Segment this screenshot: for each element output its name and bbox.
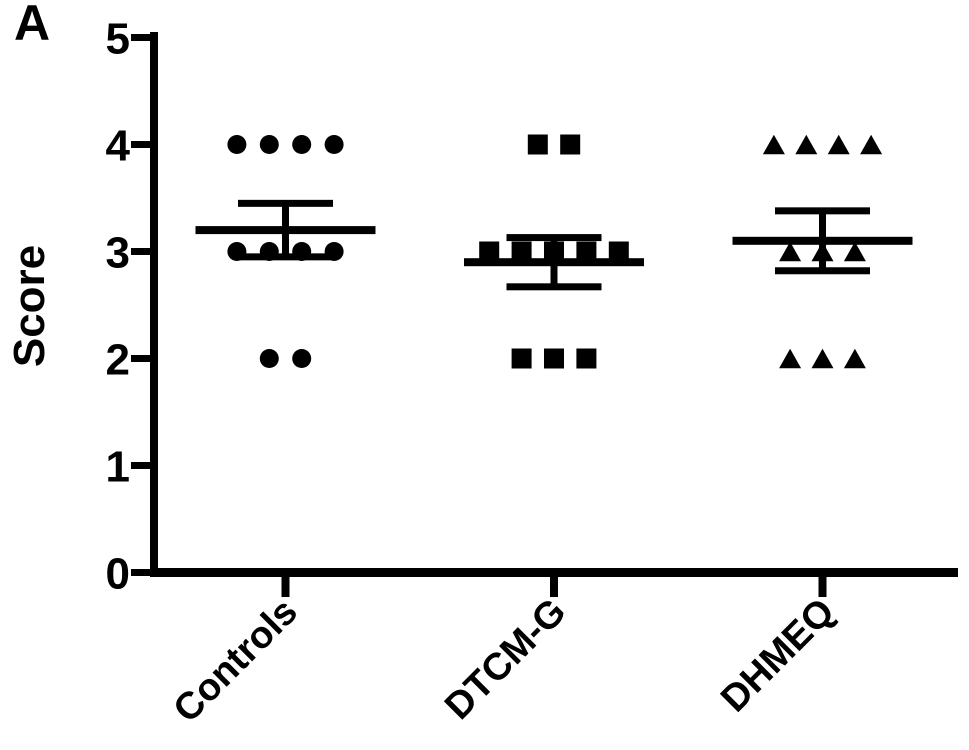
- y-tick: [131, 34, 150, 41]
- x-tick: [281, 577, 290, 597]
- y-tick-label: 1: [106, 443, 130, 492]
- x-axis-label-dhmeq: DHMEQ: [713, 591, 843, 721]
- mean-line: [195, 226, 376, 235]
- y-tick-label: 4: [106, 122, 131, 171]
- y-tick: [131, 569, 150, 576]
- y-axis-title: Score: [5, 244, 54, 368]
- data-point-triangle: [827, 134, 850, 155]
- data-point-triangle: [843, 241, 866, 262]
- error-bar-lower-cap: [238, 253, 333, 261]
- data-point-circle: [324, 135, 344, 154]
- data-point-circle: [259, 135, 279, 154]
- data-point-triangle: [779, 348, 802, 369]
- x-axis-label-controls: Controls: [166, 591, 306, 731]
- data-point-square: [608, 241, 629, 262]
- data-point-square: [527, 134, 548, 155]
- data-point-triangle: [811, 348, 834, 369]
- data-point-circle: [259, 242, 279, 261]
- panel-label: A: [14, 0, 51, 51]
- data-point-circle: [292, 135, 312, 154]
- y-tick: [131, 141, 150, 148]
- mean-line: [464, 258, 644, 267]
- data-point-square: [576, 241, 597, 262]
- data-point-square: [576, 348, 597, 369]
- data-point-circle: [259, 349, 279, 368]
- x-axis-line: [150, 568, 958, 577]
- data-point-square: [544, 348, 564, 369]
- y-tick: [131, 355, 150, 362]
- data-point-triangle: [843, 348, 866, 369]
- y-tick-label: 2: [106, 336, 130, 385]
- y-tick: [131, 462, 150, 469]
- data-point-triangle: [860, 134, 883, 155]
- x-axis-label-dtcm-g: DTCM-G: [437, 591, 574, 728]
- x-tick: [550, 577, 558, 597]
- error-bar-upper-cap: [238, 199, 333, 207]
- data-point-square: [511, 241, 532, 262]
- mean-line: [732, 236, 913, 245]
- error-bar-lower-cap: [506, 283, 602, 291]
- data-point-triangle: [795, 134, 818, 155]
- data-point-circle: [292, 242, 312, 261]
- data-point-triangle: [811, 241, 834, 262]
- data-point-square: [511, 348, 532, 369]
- data-point-circle: [324, 242, 344, 261]
- data-point-square: [479, 241, 500, 262]
- error-bar-upper-cap: [775, 207, 870, 215]
- y-axis-line: [150, 32, 158, 577]
- error-bar-lower-cap: [775, 267, 870, 275]
- y-tick: [131, 248, 150, 255]
- data-point-circle: [292, 349, 312, 368]
- data-point-square: [544, 241, 564, 262]
- y-tick-label: 3: [106, 229, 130, 278]
- data-point-circle: [227, 242, 247, 261]
- data-point-square: [560, 134, 581, 155]
- x-tick: [818, 577, 827, 597]
- y-tick-label: 0: [106, 550, 130, 599]
- data-point-triangle: [762, 134, 785, 155]
- data-point-circle: [227, 135, 247, 154]
- y-tick-label: 5: [106, 15, 130, 64]
- error-bar-upper-cap: [506, 234, 602, 242]
- data-point-triangle: [779, 241, 802, 262]
